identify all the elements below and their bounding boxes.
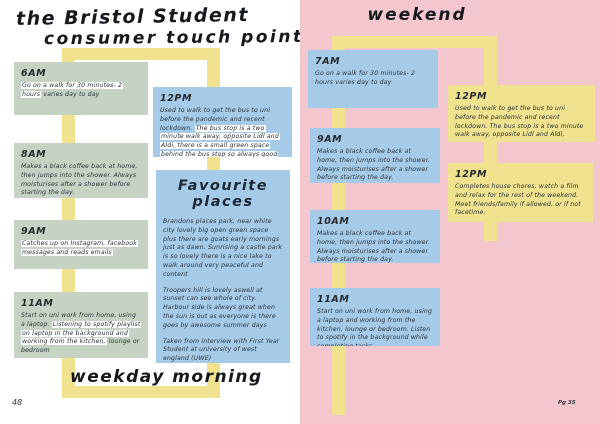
timeline-weekend-top-bar: [332, 36, 497, 48]
spread-title-line1: the Bristol Student: [15, 3, 250, 31]
spread-title-line2: consumer touch points: [43, 26, 300, 50]
event-note-7am: 7AM Go on a walk for 30 minutes- 2 hours…: [308, 50, 438, 108]
event-note-12pm-weekend-2: 12PM Completes house chores, watch a fil…: [448, 163, 593, 222]
event-text-11am-weekend: Start on uni work from home, using a lap…: [317, 308, 433, 346]
event-time-9am: 9AM: [21, 226, 47, 237]
event-time-6am: 6AM: [21, 68, 47, 79]
page-weekday-morning: the Bristol Student consumer touch point…: [0, 0, 300, 424]
event-time-9am-weekend: 9AM: [317, 134, 343, 145]
favourite-places-paragraph-1: Brandons places park, near white city lo…: [163, 218, 283, 278]
event-time-10am: 10AM: [317, 216, 350, 227]
favourite-places-title: Favourite places: [177, 178, 269, 210]
event-text-11am: Start on uni work from home, using a lap…: [21, 312, 142, 356]
event-time-12pm-weekend-2: 12PM: [455, 169, 488, 180]
event-time-7am: 7AM: [315, 56, 341, 67]
event-note-8am: 8AM Makes a black coffee back at home, t…: [14, 143, 148, 198]
weekend-title: weekend: [367, 5, 467, 25]
event-text-12pm: Used to walk to get the bus to uni befor…: [160, 107, 285, 157]
favourite-places-paragraph-2: Troopers hill is lovely aswell at sunset…: [163, 286, 276, 329]
event-text-10am: Makes a black coffee back at home, then …: [317, 230, 430, 263]
highlighted-text-segment: Catches up on Instagram, facebook messag…: [21, 240, 138, 256]
text-segment: Used to walk to get the bus to uni befor…: [160, 107, 271, 132]
event-time-12pm-weekend-1: 12PM: [455, 91, 488, 102]
event-note-9am: 9AM Catches up on Instagram, facebook me…: [14, 220, 148, 269]
event-text-8am: Makes a black coffee back at home, then …: [21, 163, 141, 198]
event-text-9am-weekend: Makes a black coffee back at home, then …: [317, 148, 430, 182]
page-number-right: Pg 35: [558, 400, 576, 406]
text-segment: varies day to day: [41, 90, 100, 98]
event-time-11am: 11AM: [21, 298, 54, 309]
favourite-places-note: Favourite places Brandons places park, n…: [156, 170, 290, 363]
text-segment: Start on uni work from home, using a lap…: [21, 312, 137, 328]
event-note-10am: 10AM Makes a black coffee back at home, …: [310, 210, 440, 263]
event-time-11am-weekend: 11AM: [317, 294, 350, 305]
event-text-9am: Catches up on Instagram, facebook messag…: [21, 240, 141, 258]
text-segment: lounge or bedroom: [21, 338, 140, 355]
timeline-weekday-top-bar: [62, 48, 220, 60]
event-note-9am-weekend: 9AM Makes a black coffee back at home, t…: [310, 128, 440, 183]
event-note-6am: 6AM Go on a walk for 30 minutes- 2 hours…: [14, 62, 148, 115]
text-segment: Makes a black coffee back at home, then …: [21, 163, 138, 197]
event-text-12pm-weekend-1: Used to walk to get the bus to uni befor…: [455, 105, 584, 139]
page-weekend: weekend 7AM Go on a walk for 30 minutes-…: [300, 0, 600, 424]
event-time-12pm: 12PM: [160, 93, 193, 104]
event-text-6am: Go on a walk for 30 minutes- 2 hours var…: [21, 82, 141, 100]
event-time-8am: 8AM: [21, 149, 47, 160]
event-note-11am: 11AM Start on uni work from home, using …: [14, 292, 148, 358]
event-text-12pm-weekend-2: Completes house chores, watch a film and…: [455, 183, 581, 217]
event-text-7am: Go on a walk for 30 minutes- 2 hours var…: [315, 70, 416, 86]
event-note-11am-weekend: 11AM Start on uni work from home, using …: [310, 288, 440, 346]
timeline-weekday-bottom-bar: [62, 386, 220, 398]
page-number-left: 48: [12, 398, 23, 407]
favourite-places-source: Taken from interview with First Year Stu…: [163, 337, 280, 363]
event-note-12pm-weekend-1: 12PM Used to walk to get the bus to uni …: [448, 85, 595, 142]
timeline-label-weekday-morning: weekday morning: [70, 367, 263, 387]
event-note-12pm-weekday: 12PM Used to walk to get the bus to uni …: [153, 87, 292, 157]
